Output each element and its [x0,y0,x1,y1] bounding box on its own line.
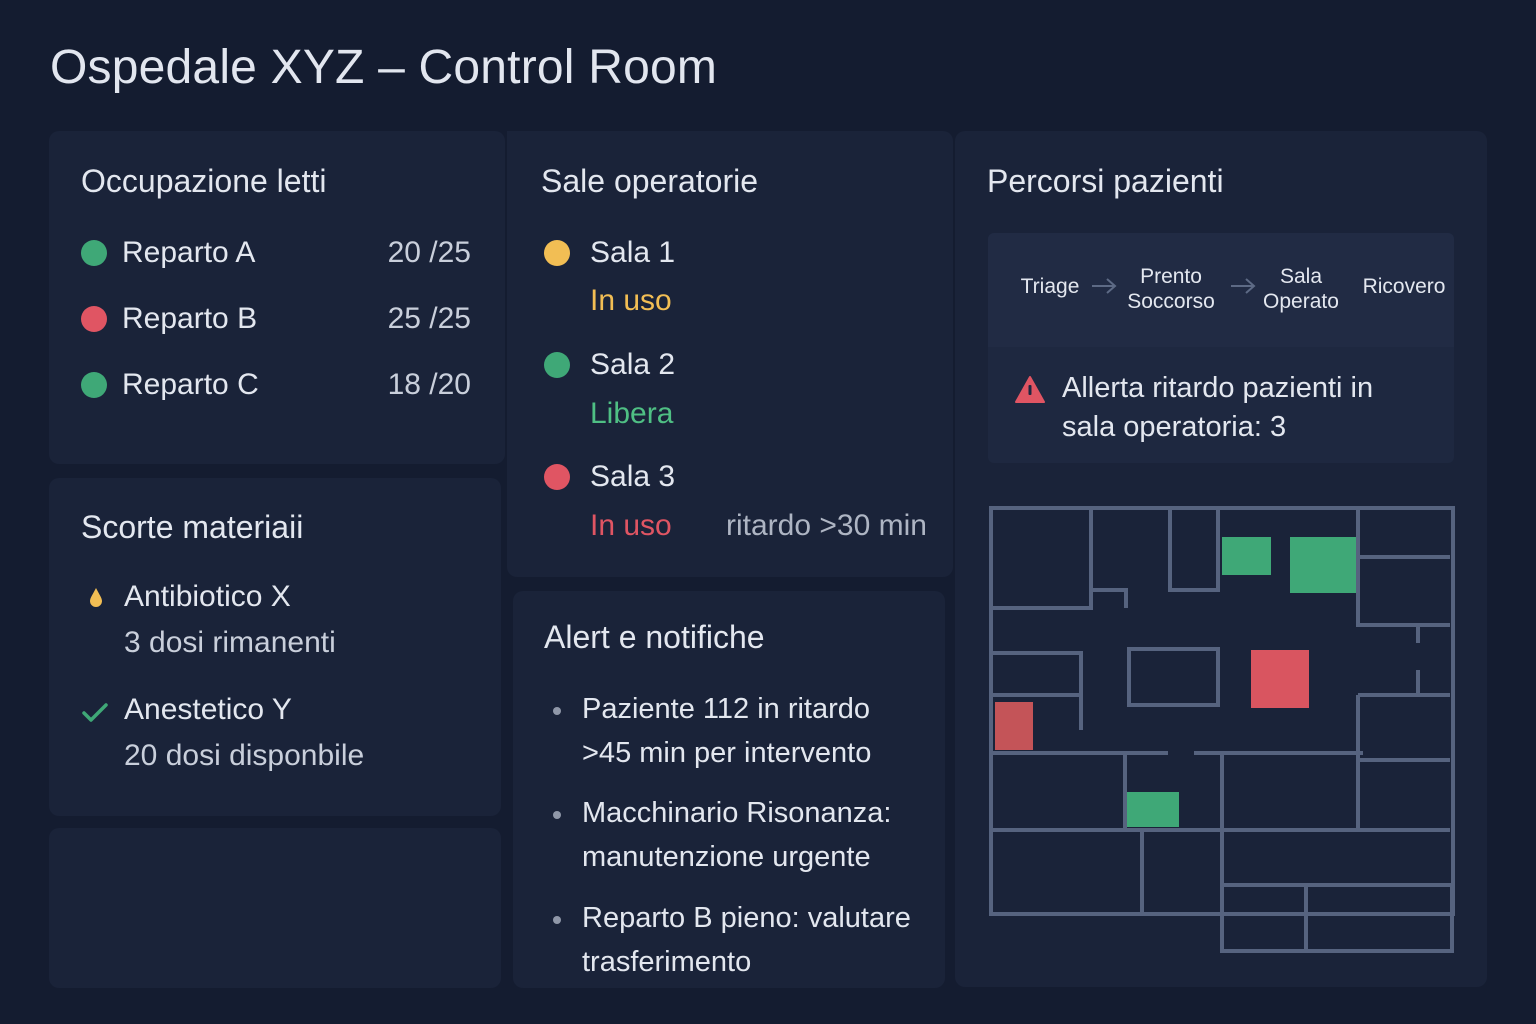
warning-triangle-icon [1015,376,1045,403]
supply-name: Anestetico Y [124,693,292,726]
room-status: In uso [590,509,672,542]
floor-plan-map[interactable] [988,505,1456,955]
status-dot [544,464,570,490]
empty-panel [49,828,501,988]
pathway-step-surgery[interactable]: Sala Operato [1263,265,1339,313]
pathway-step-admission[interactable]: Ricovero [1362,275,1446,298]
bullet-icon [553,916,561,924]
page-title: Ospedale XYZ – Control Room [50,41,718,94]
alert-text: Reparto B pieno: valutare trasferimento [582,902,911,978]
room-occupied [1251,650,1309,708]
supplies-title: Scorte materiaii [81,509,304,545]
room-available [1290,537,1356,593]
beds-panel: Occupazione letti Reparto A 20 /25 Repar… [49,131,505,464]
check-icon [82,703,108,722]
room-available [1127,792,1179,827]
supply-detail: 3 dosi rimanenti [124,626,336,659]
or-title: Sale operatorie [541,163,759,199]
room-status: In uso [590,284,672,317]
ward-count: 25 /25 [387,302,471,335]
ward-name: Reparto B [122,302,258,335]
bullet-icon [553,707,561,715]
room-available [1222,537,1271,575]
supply-name: Antibiotico X [124,580,291,613]
room-name: Sala 2 [590,348,676,381]
room-name: Sala 3 [590,460,676,493]
room-delay-note: ritardo >30 min [726,509,927,542]
arrow-right-icon [1231,278,1256,294]
status-dot [544,352,570,378]
ward-name: Reparto A [122,236,256,269]
alert-text: Macchinario Risonanza: manutenzione urge… [582,797,892,873]
status-dot [544,240,570,266]
patient-pathway: Triage Prento Soccorso Sala Operato Rico… [988,233,1454,463]
supply-detail: 20 dosi disponbile [124,739,365,772]
beds-title: Occupazione letti [81,163,327,199]
delay-alert-text: Allerta ritardo pazienti in sala operato… [1062,372,1374,443]
status-dot [81,372,107,398]
arrow-right-icon [1092,278,1117,294]
room-occupied [995,702,1033,750]
alerts-panel: Alert e notifiche Paziente 112 in ritard… [513,591,945,988]
drop-icon [90,588,102,607]
room-status: Libera [590,397,674,430]
status-dot [81,306,107,332]
alert-text: Paziente 112 in ritardo >45 min per inte… [582,693,872,769]
operating-rooms-panel: Sale operatorie Sala 1 In uso Sala 2 Lib… [507,131,953,577]
ward-name: Reparto C [122,368,259,401]
pathway-steps [988,233,1454,347]
pathway-step-triage[interactable]: Triage [1020,275,1080,298]
pathway-step-emergency[interactable]: Prento Soccorso [1127,265,1215,313]
pathways-title: Percorsi pazienti [987,163,1224,199]
status-dot [81,240,107,266]
alerts-title: Alert e notifiche [544,619,765,655]
bullet-icon [553,811,561,819]
room-name: Sala 1 [590,236,676,269]
supplies-panel: Scorte materiaii Antibiotico X 3 dosi ri… [49,478,501,816]
ward-count: 20 /25 [387,236,471,269]
ward-count: 18 /20 [387,368,471,401]
